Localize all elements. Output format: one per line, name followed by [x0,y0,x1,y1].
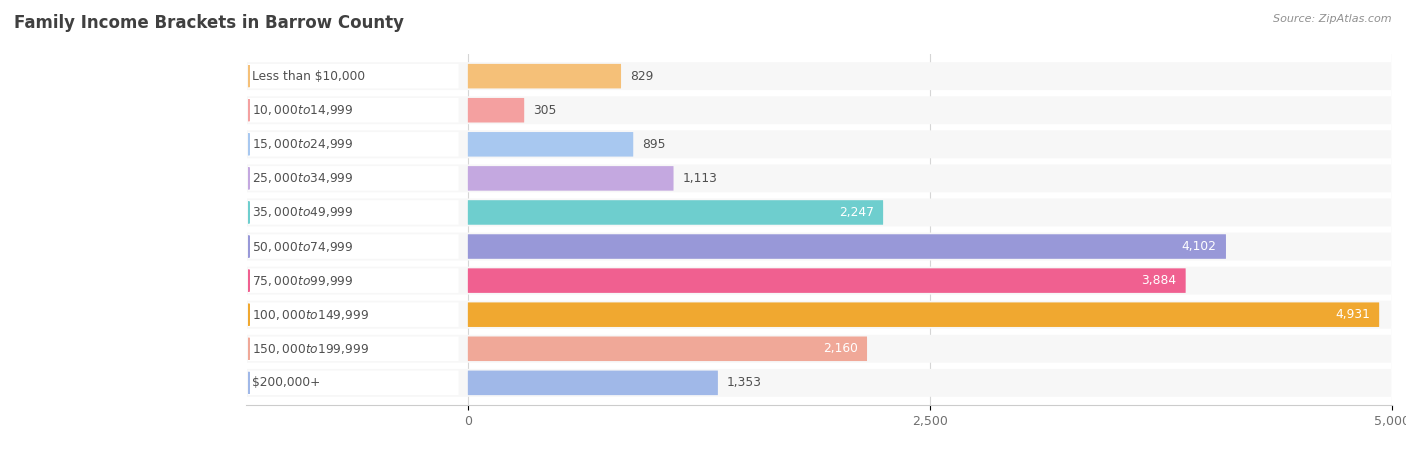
FancyBboxPatch shape [468,200,883,225]
Text: 2,247: 2,247 [839,206,875,219]
Text: $200,000+: $200,000+ [252,376,321,389]
FancyBboxPatch shape [247,64,458,88]
FancyBboxPatch shape [247,198,1391,226]
Text: 3,884: 3,884 [1142,274,1177,287]
FancyBboxPatch shape [247,164,1391,192]
FancyBboxPatch shape [247,267,1391,295]
FancyBboxPatch shape [468,64,621,88]
FancyBboxPatch shape [468,371,718,395]
FancyBboxPatch shape [468,132,633,157]
Text: 2,160: 2,160 [823,342,858,355]
FancyBboxPatch shape [468,337,868,361]
Text: 829: 829 [630,70,654,83]
Text: $10,000 to $14,999: $10,000 to $14,999 [252,103,353,117]
Text: Family Income Brackets in Barrow County: Family Income Brackets in Barrow County [14,14,404,32]
FancyBboxPatch shape [468,98,524,122]
FancyBboxPatch shape [247,98,458,122]
Text: Source: ZipAtlas.com: Source: ZipAtlas.com [1274,14,1392,23]
FancyBboxPatch shape [468,268,1185,293]
FancyBboxPatch shape [247,132,458,157]
FancyBboxPatch shape [247,233,1391,261]
FancyBboxPatch shape [247,369,1391,397]
Text: 1,353: 1,353 [727,376,762,389]
Text: 4,102: 4,102 [1182,240,1216,253]
Text: $50,000 to $74,999: $50,000 to $74,999 [252,239,353,253]
Text: $15,000 to $24,999: $15,000 to $24,999 [252,137,353,151]
FancyBboxPatch shape [247,62,1391,90]
FancyBboxPatch shape [247,301,1391,328]
FancyBboxPatch shape [247,130,1391,158]
FancyBboxPatch shape [247,302,458,327]
Text: $100,000 to $149,999: $100,000 to $149,999 [252,308,368,322]
FancyBboxPatch shape [247,200,458,225]
Text: $150,000 to $199,999: $150,000 to $199,999 [252,342,368,356]
Text: $25,000 to $34,999: $25,000 to $34,999 [252,171,353,185]
FancyBboxPatch shape [247,166,458,191]
FancyBboxPatch shape [247,268,458,293]
Text: 305: 305 [533,104,557,117]
FancyBboxPatch shape [247,335,1391,363]
FancyBboxPatch shape [468,302,1379,327]
Text: 4,931: 4,931 [1336,308,1369,321]
FancyBboxPatch shape [247,337,458,361]
FancyBboxPatch shape [247,234,458,259]
FancyBboxPatch shape [247,96,1391,124]
Text: 895: 895 [643,138,666,151]
Text: $35,000 to $49,999: $35,000 to $49,999 [252,206,353,220]
Text: 1,113: 1,113 [683,172,717,185]
Text: Less than $10,000: Less than $10,000 [252,70,364,83]
FancyBboxPatch shape [247,371,458,395]
FancyBboxPatch shape [468,166,673,191]
Text: $75,000 to $99,999: $75,000 to $99,999 [252,274,353,288]
FancyBboxPatch shape [468,234,1226,259]
